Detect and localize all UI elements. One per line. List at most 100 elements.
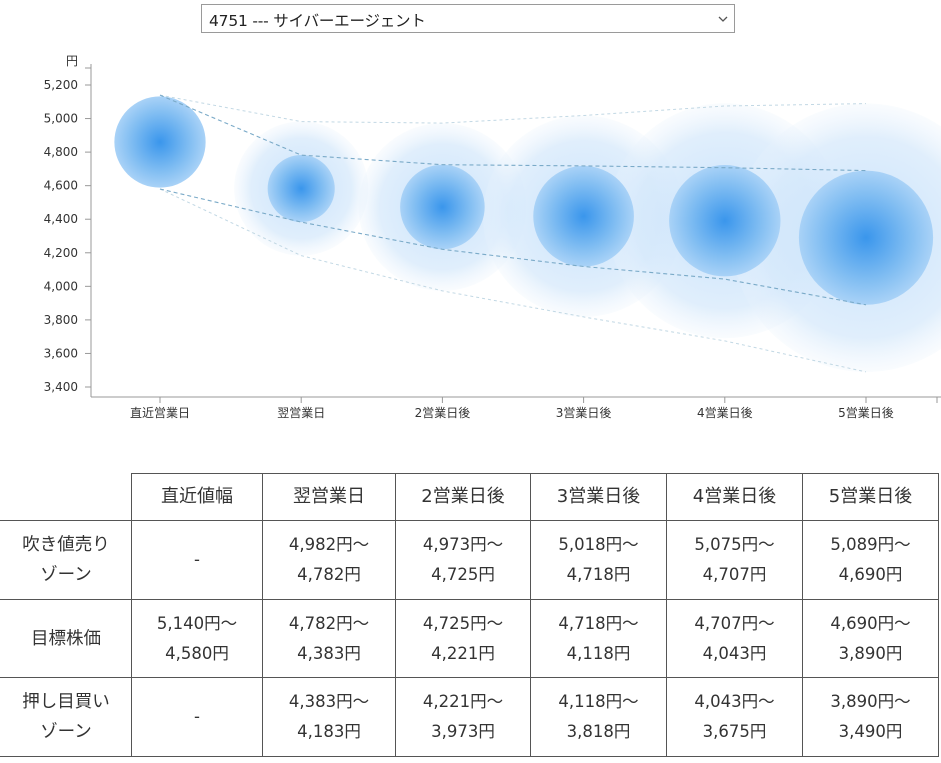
y-tick-label: 4,200 — [44, 246, 78, 260]
cell-line: ゾーン — [40, 722, 92, 743]
target-lower-line — [159, 188, 867, 306]
column-header: 2営業日後 — [395, 472, 531, 522]
cell-line: 押し目買い — [22, 692, 110, 713]
table-cell: - — [131, 677, 263, 757]
cell-line: 4,580円 — [165, 643, 229, 663]
table-cell: 4,043円～ 3,675円 — [666, 677, 803, 757]
cell-line: 3,890円～ — [830, 692, 911, 712]
price-forecast-chart: 円 5,200 5,000 4,800 4,600 4,400 4,200 4,000 3,80… — [44, 54, 941, 420]
x-tick-label: 3営業日後 — [556, 406, 612, 420]
y-axis-label: 円 — [66, 54, 78, 68]
column-header: 5営業日後 — [802, 472, 939, 522]
cell-line: 吹き値売り — [22, 535, 110, 556]
y-tick-label: 5,000 — [44, 112, 78, 126]
cell-line: 4,707円 — [702, 565, 767, 585]
table-row: 押し目買いゾーン - 4,383円～ 4,183円 4,221円～ 3,973円 4,118… — [0, 677, 939, 757]
cell-line: 4,782円 — [297, 565, 361, 585]
x-tick-label: 4営業日後 — [697, 406, 753, 420]
table-cell: 4,718円～ 4,118円 — [530, 598, 667, 679]
stock-select-value: 4751 --- サイバーエージェント — [209, 12, 426, 30]
cell-line: 4,043円～ — [694, 692, 775, 712]
column-header: 3営業日後 — [530, 472, 667, 522]
x-tick-label: 翌営業日 — [277, 406, 325, 420]
x-tick-label: 5営業日後 — [838, 406, 894, 420]
cell-line: 5,018円～ — [558, 535, 639, 555]
cell-line: 4,383円～ — [288, 692, 370, 712]
cell-line: 4,782円～ — [288, 613, 370, 633]
cell-line: ゾーン — [40, 565, 92, 586]
cell-line: 4,183円 — [297, 722, 361, 742]
cell-line: 4,982円～ — [288, 535, 370, 555]
cell-line: 4,718円 — [566, 565, 631, 585]
table-cell: 5,140円～ 4,580円 — [131, 598, 263, 679]
y-tick-label: 4,800 — [44, 145, 78, 159]
table-cell: 4,973円～ 4,725円 — [395, 520, 531, 600]
cell-line: 4,383円 — [297, 643, 361, 663]
table-cell: 3,890円～ 3,490円 — [802, 677, 939, 757]
bubble-core — [267, 154, 335, 223]
cell-line: - — [194, 707, 200, 727]
cell-line: 4,221円～ — [422, 692, 504, 712]
column-header: 翌営業日 — [262, 472, 396, 522]
cell-line: 4,690円 — [838, 565, 903, 585]
cell-line: 3,973円 — [431, 722, 495, 742]
table-cell: 4,383円～ 4,183円 — [262, 677, 396, 757]
row-header: 目標株価 — [0, 598, 132, 679]
table-cell: 4,707円～ 4,043円 — [666, 598, 803, 679]
bubble-core — [669, 165, 781, 277]
x-tick-label: 2営業日後 — [415, 406, 471, 420]
cell-line: - — [194, 550, 200, 570]
cell-line: 3,890円 — [838, 643, 903, 663]
cell-line: 目標株価 — [31, 628, 101, 649]
table-corner-cell — [0, 472, 132, 522]
table-cell: 5,075円～ 4,707円 — [666, 520, 803, 600]
y-tick-label: 3,600 — [44, 346, 78, 360]
cell-line: 4,718円～ — [558, 613, 639, 633]
y-tick-label: 3,800 — [44, 313, 78, 327]
column-header: 4営業日後 — [666, 472, 803, 522]
cell-line: 4,707円～ — [694, 613, 775, 633]
cell-line: 4,690円～ — [830, 613, 911, 633]
cell-line: 3,490円 — [838, 722, 903, 742]
column-header: 直近値幅 — [131, 472, 263, 522]
target-upper-line — [159, 94, 867, 172]
cell-line: 4,221円 — [431, 643, 495, 663]
y-tick-label: 5,200 — [44, 78, 78, 92]
table-row: 吹き値売りゾーン - 4,982円～ 4,782円 4,973円～ 4,725円 5,018… — [0, 520, 939, 600]
y-tick-label: 3,400 — [44, 380, 78, 394]
cell-line: 3,818円 — [566, 722, 631, 742]
table-cell: 4,690円～ 3,890円 — [802, 598, 939, 679]
bubble-core — [400, 164, 485, 250]
row-header: 押し目買い ゾーン — [0, 677, 132, 757]
table-cell: 4,782円～ 4,383円 — [262, 598, 396, 679]
x-tick-label: 直近営業日 — [130, 406, 190, 420]
table-cell: 5,018円～ 4,718円 — [530, 520, 667, 600]
chevron-down-icon — [718, 16, 728, 22]
y-tick-label: 4,400 — [44, 212, 78, 226]
cell-line: 4,725円 — [431, 565, 495, 585]
table-cell: 4,221円～ 3,973円 — [395, 677, 531, 757]
y-tick-label: 4,600 — [44, 179, 78, 193]
row-header: 吹き値売り ゾーン — [0, 520, 132, 600]
cell-line: 5,075円～ — [694, 535, 775, 555]
cell-line: 5,140円～ — [156, 613, 238, 633]
bubble-core — [533, 165, 634, 267]
cell-line: 4,725円～ — [422, 613, 504, 633]
cell-line: 4,973円～ — [422, 535, 504, 555]
bubble-core — [798, 170, 934, 305]
cell-line: 4,043円 — [702, 643, 767, 663]
cell-line: 5,089円～ — [830, 535, 911, 555]
table-cell: 4,118円～ 3,818円 — [530, 677, 667, 757]
cell-line: 3,675円 — [702, 722, 767, 742]
stock-select[interactable]: 4751 --- サイバーエージェント — [201, 4, 735, 33]
table-cell: 4,725円～ 4,221円 — [395, 598, 531, 679]
table-row: 目標株価 5,140円～ 4,580円 4,782円～ 4,383円 4,725円～ 4,2… — [0, 598, 939, 679]
cell-line: 4,118円 — [566, 643, 631, 663]
bubble-core — [114, 96, 206, 188]
y-tick-label: 4,000 — [44, 279, 78, 293]
buy-zone-lower-line — [159, 188, 867, 373]
forecast-table: 直近値幅 翌営業日 2営業日後 3営業日後 4営業日後 5営業日後吹き値売りゾーン - 4,9… — [0, 472, 939, 757]
table-cell: - — [131, 520, 263, 600]
table-header-row: 直近値幅 翌営業日 2営業日後 3営業日後 4営業日後 5営業日後 — [0, 472, 939, 522]
sell-zone-upper-line — [159, 94, 867, 124]
